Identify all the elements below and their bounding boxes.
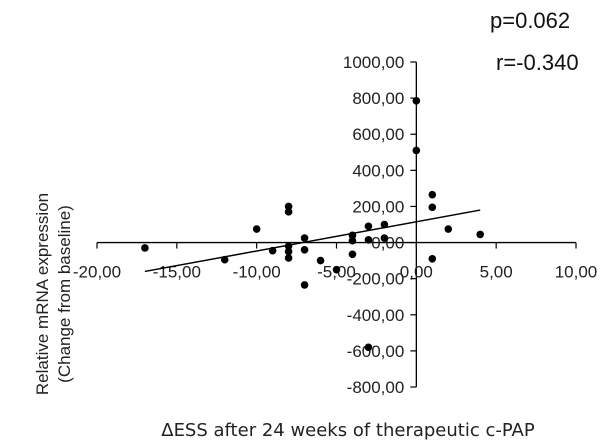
data-point [364, 343, 373, 352]
data-point [284, 202, 293, 211]
x-tick-label: -20,00 [73, 263, 121, 282]
y-axis-label-line2: (Change from baseline) [55, 205, 74, 383]
data-point [141, 244, 149, 252]
data-point [428, 255, 437, 263]
y-tick-label: 200,00 [352, 197, 404, 216]
data-point [252, 225, 261, 233]
y-tick-label: -400,00 [347, 306, 405, 325]
data-point [300, 234, 309, 242]
p-value-annotation: p=0.062 [490, 8, 570, 33]
y-tick-label: 600,00 [352, 125, 404, 144]
data-points [141, 97, 485, 352]
tick-labels: -20,00-15,00-10,00-5,000,005,0010,00-800… [73, 53, 597, 397]
axes [96, 61, 577, 388]
data-point [284, 247, 293, 256]
data-point [444, 225, 453, 233]
x-tick-label: 10,00 [555, 263, 598, 282]
y-tick-label: 1000,00 [343, 53, 404, 72]
data-point [428, 190, 437, 199]
data-point [220, 255, 229, 264]
data-point [380, 220, 389, 229]
trendline-group [144, 209, 481, 273]
data-point [300, 245, 309, 254]
data-point [476, 230, 485, 239]
data-point [348, 236, 357, 245]
data-point [348, 250, 357, 259]
data-point [428, 203, 437, 212]
y-tick-label: 400,00 [352, 161, 404, 180]
data-point [316, 256, 325, 265]
data-point [364, 236, 373, 244]
data-point [268, 246, 277, 255]
r-value-annotation: r=-0.340 [496, 50, 579, 75]
data-point [284, 254, 293, 262]
data-point [332, 265, 341, 274]
data-point [364, 222, 373, 231]
data-point [412, 97, 421, 105]
y-axis-label-line1: Relative mRNA expression [33, 193, 52, 395]
data-point [348, 231, 357, 240]
y-tick-label: 0,00 [371, 234, 404, 253]
y-tick-label: -800,00 [347, 378, 405, 397]
y-tick-label: -600,00 [347, 342, 405, 361]
data-point [412, 146, 421, 155]
y-tick-label: 800,00 [352, 89, 404, 108]
x-tick-label: -10,00 [233, 263, 281, 282]
trendline [144, 209, 481, 273]
data-point [284, 242, 293, 250]
data-point [380, 234, 389, 242]
x-tick-label: 0,00 [400, 263, 433, 282]
data-point [300, 281, 309, 289]
x-tick-label: 5,00 [480, 263, 513, 282]
data-point [284, 208, 293, 216]
y-tick-label: -200,00 [347, 270, 405, 289]
x-axis-label: ΔESS after 24 weeks of therapeutic c-PAP [161, 420, 535, 441]
